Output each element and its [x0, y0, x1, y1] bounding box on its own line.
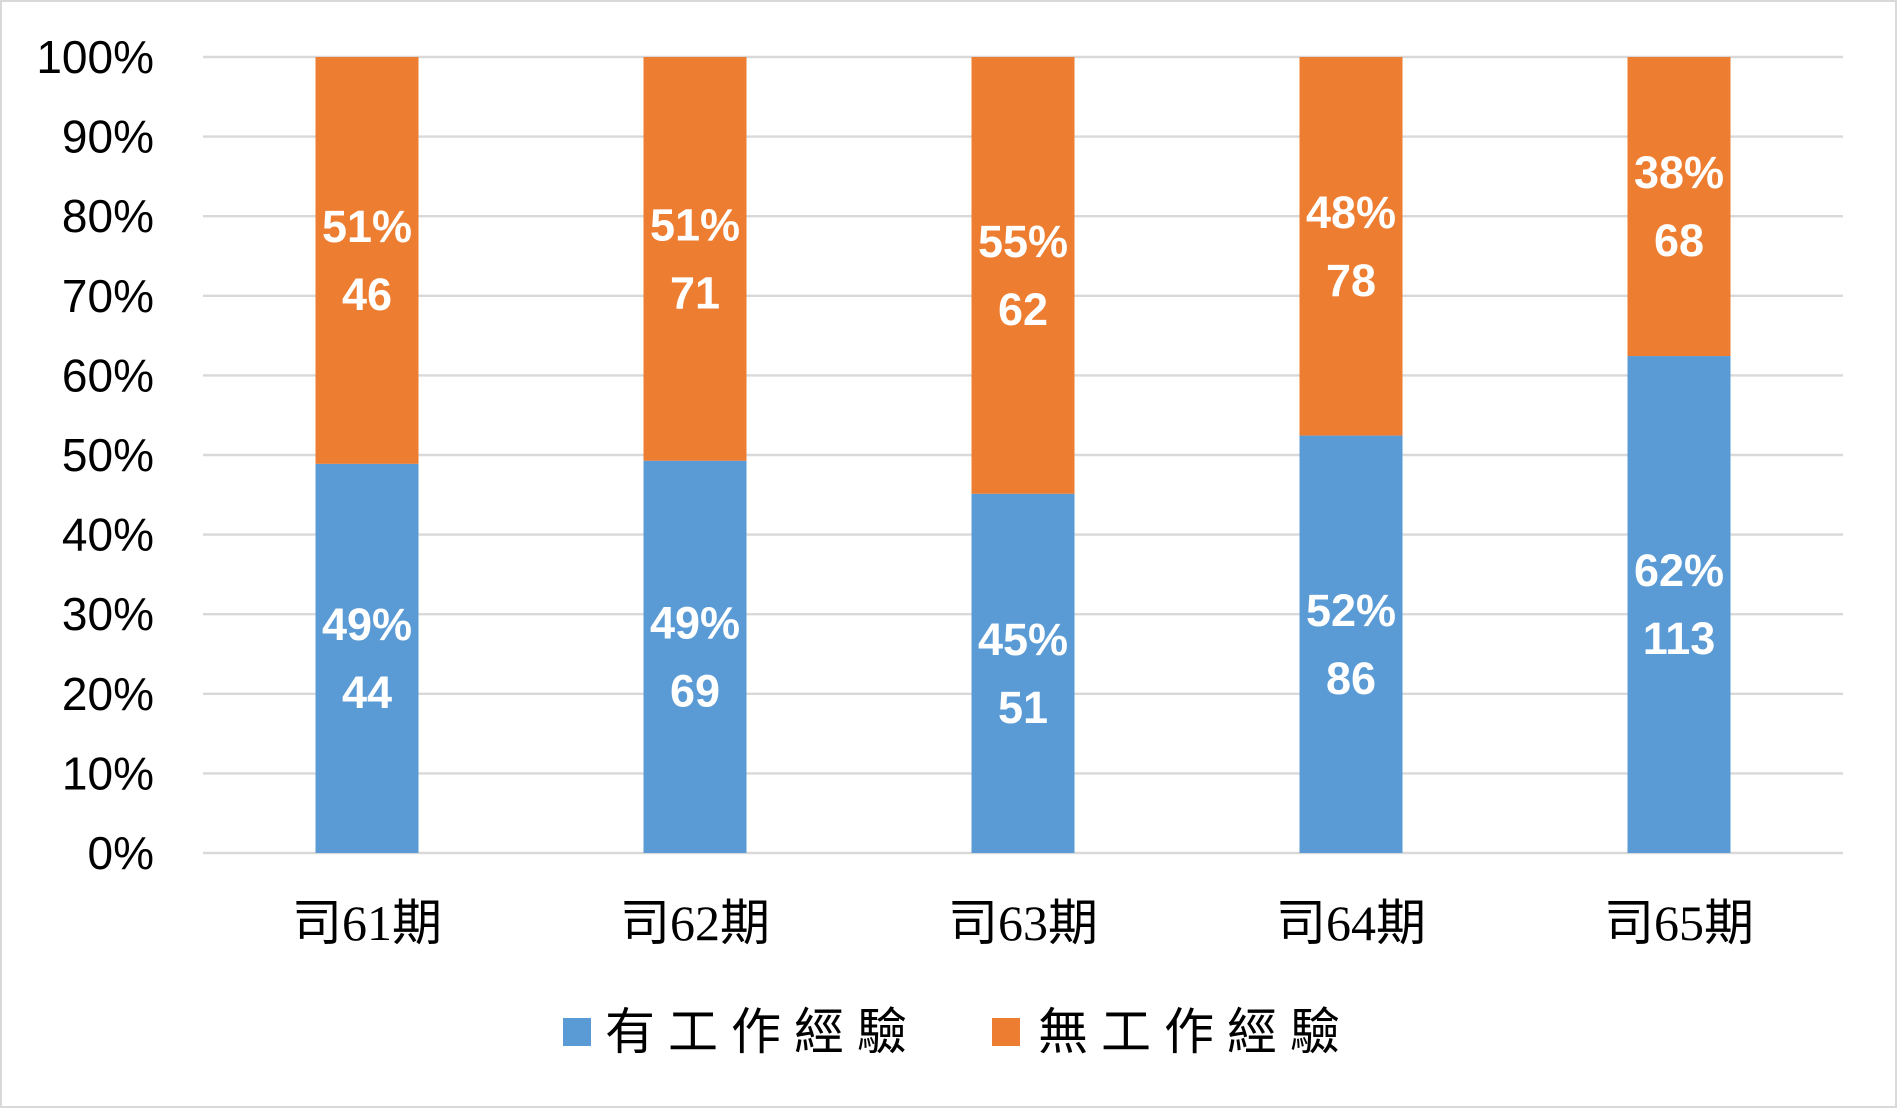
bar-segment-series1-category4: [1299, 435, 1403, 853]
bar-segment-series1-category2: [643, 460, 747, 853]
y-tick-label: 50%: [62, 429, 154, 481]
data-label-count: 71: [670, 267, 720, 318]
data-label-percent: 45%: [978, 614, 1068, 665]
x-tick-label: 司64期: [1276, 895, 1426, 951]
data-label-percent: 55%: [978, 216, 1068, 267]
data-label-count: 68: [1654, 215, 1704, 266]
data-label-count: 113: [1643, 613, 1716, 664]
y-tick-label: 20%: [62, 668, 154, 720]
data-label-count: 69: [670, 665, 720, 716]
bars: [315, 57, 1731, 853]
y-tick-label: 0%: [88, 827, 154, 879]
y-tick-label: 90%: [62, 111, 154, 163]
legend-swatch-series1: [563, 1018, 591, 1046]
bar-segment-series2-category2: [643, 57, 747, 461]
y-tick-label: 10%: [62, 747, 154, 799]
data-label-count: 46: [342, 269, 392, 320]
bar-segment-series2-category5: [1627, 57, 1731, 357]
bar-segment-series1-category3: [971, 493, 1075, 853]
data-label-count: 44: [342, 667, 392, 718]
legend: 有工作經驗 無工作經驗: [563, 1004, 1353, 1060]
bar-segment-series2-category3: [971, 57, 1075, 494]
y-tick-label: 40%: [62, 509, 154, 561]
data-label-percent: 51%: [650, 199, 740, 250]
data-label-percent: 38%: [1634, 147, 1724, 198]
data-label-percent: 62%: [1634, 545, 1724, 596]
data-label-percent: 51%: [322, 201, 412, 252]
legend-label-series2: 無工作經驗: [1038, 1004, 1353, 1060]
y-tick-label: 60%: [62, 349, 154, 401]
data-label-count: 86: [1326, 653, 1376, 704]
x-axis: 司61期 司62期 司63期 司64期 司65期: [292, 895, 1754, 951]
data-label-count: 51: [998, 682, 1048, 733]
y-tick-label: 80%: [62, 190, 154, 242]
data-label-count: 62: [998, 284, 1048, 335]
y-axis: 0% 10% 20% 30% 40% 50% 60% 70% 80% 90% 100%: [36, 31, 154, 879]
legend-swatch-series2: [992, 1018, 1020, 1046]
legend-label-series1: 有工作經驗: [605, 1004, 920, 1060]
x-tick-label: 司61期: [292, 895, 442, 951]
y-tick-label: 30%: [62, 588, 154, 640]
data-label-percent: 48%: [1306, 187, 1396, 238]
data-labels: 49% 44 51% 46 49% 69 51% 71 45% 51 55% 62 52% 86 48% 78…: [322, 147, 1724, 733]
x-tick-label: 司63期: [948, 895, 1098, 951]
x-tick-label: 司62期: [620, 895, 770, 951]
bar-segment-series2-category4: [1299, 57, 1403, 436]
bar-segment-series1-category5: [1627, 356, 1731, 853]
data-label-percent: 49%: [322, 599, 412, 650]
data-label-percent: 52%: [1306, 585, 1396, 636]
data-label-percent: 49%: [650, 597, 740, 648]
bar-segment-series1-category1: [315, 463, 419, 853]
y-tick-label: 70%: [62, 270, 154, 322]
data-label-count: 78: [1326, 255, 1376, 306]
bar-segment-series2-category1: [315, 57, 419, 464]
y-tick-label: 100%: [36, 31, 154, 83]
x-tick-label: 司65期: [1604, 895, 1754, 951]
